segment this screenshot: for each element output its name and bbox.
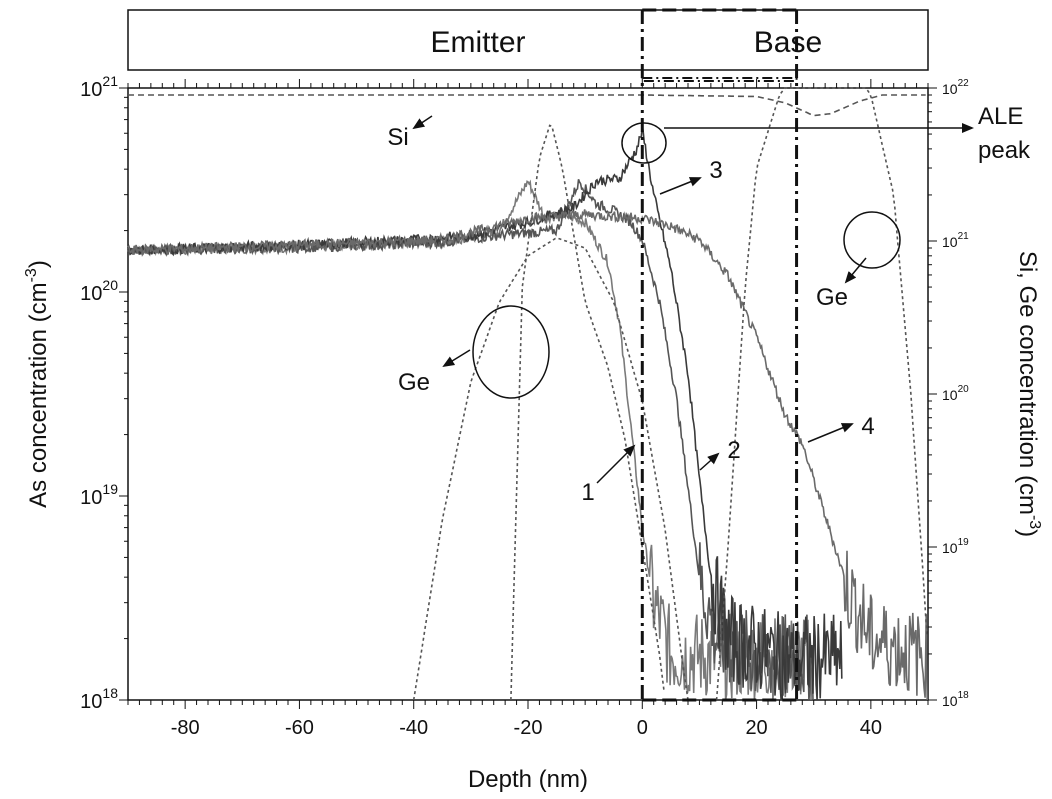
- x-tick-label: 0: [637, 717, 648, 739]
- annotation-si: Si: [387, 124, 408, 151]
- series-line-4-3: [127, 209, 928, 701]
- region-band: [127, 9, 929, 71]
- y-right-label-main: Si, Ge concentration (cm: [1014, 251, 1041, 515]
- series-group: [127, 87, 928, 701]
- x-tick-label: -40: [399, 717, 428, 739]
- arrow-curve-3: [659, 177, 702, 195]
- base-region-bracket: [641, 77, 798, 82]
- y-right-tick-label: 1022: [942, 78, 969, 97]
- x-tick-label: 20: [745, 717, 767, 739]
- y-right-tick-label: 1020: [942, 384, 969, 403]
- y-left-tick-label: 1019: [80, 481, 118, 509]
- arrow-curve-2: [699, 452, 720, 471]
- y-axis-left-label: As concentration (cm-3): [23, 260, 52, 508]
- series-line-1-0: [127, 179, 814, 701]
- y-left-tick-label: 1020: [80, 277, 118, 305]
- series-line-ge-5: [412, 237, 689, 701]
- annotation-peak: peak: [978, 137, 1031, 164]
- y-left-label-main: As concentration (cm: [25, 282, 52, 507]
- y-axis-right-label: Si, Ge concentration (cm-3): [1014, 251, 1043, 537]
- annotation-curve-2: 2: [727, 437, 740, 464]
- axis-ticks: -80 -60 -40 -20 0 20 40 1018 1019 1020 1021 1018 101…: [80, 73, 969, 739]
- arrow-curve-1: [596, 444, 636, 484]
- arrow-ge-left: [442, 349, 471, 368]
- annotation-curve-1: 1: [581, 479, 594, 506]
- annotation-curve-3: 3: [709, 157, 722, 184]
- region-label-emitter: Emitter: [430, 26, 525, 59]
- y-left-tick-label: 1018: [80, 685, 118, 713]
- arrow-curve-4: [807, 423, 854, 443]
- y-right-tick-label: 1021: [942, 231, 969, 250]
- x-tick-label: 40: [860, 717, 882, 739]
- series-line-3-2: [127, 125, 843, 701]
- y-right-label-exp: -3: [1026, 515, 1043, 529]
- ge-left-ellipse: [472, 305, 550, 399]
- y-left-label-exp: -3: [23, 268, 40, 282]
- x-tick-label: -20: [514, 717, 543, 739]
- series-line-ge-7: [715, 87, 928, 701]
- annotation-curve-4: 4: [861, 413, 874, 440]
- series-line-2-1: [127, 179, 814, 701]
- annotation-ale: ALE: [978, 103, 1023, 130]
- annotation-ge-left: Ge: [398, 369, 430, 396]
- series-line-si-4: [128, 94, 926, 117]
- y-left-tick-label: 1021: [80, 73, 118, 101]
- arrow-si: [412, 115, 433, 130]
- arrow-ge-right: [844, 257, 867, 284]
- series-line-ge-6: [510, 124, 665, 701]
- y-right-tick-label: 1019: [942, 537, 969, 556]
- overlay-group: [640, 8, 799, 702]
- y-right-tick-label: 1018: [942, 690, 969, 709]
- ale-peak-circle: [621, 122, 667, 164]
- ge-right-ellipse: [843, 211, 901, 269]
- x-tick-label: -60: [285, 717, 314, 739]
- y-left-label-close: ): [25, 260, 52, 268]
- x-axis-label: Depth (nm): [468, 766, 588, 793]
- region-label-base: Base: [754, 26, 822, 59]
- y-right-label-close: ): [1014, 529, 1041, 537]
- x-tick-label: -80: [171, 717, 200, 739]
- annotation-ge-right: Ge: [816, 284, 848, 311]
